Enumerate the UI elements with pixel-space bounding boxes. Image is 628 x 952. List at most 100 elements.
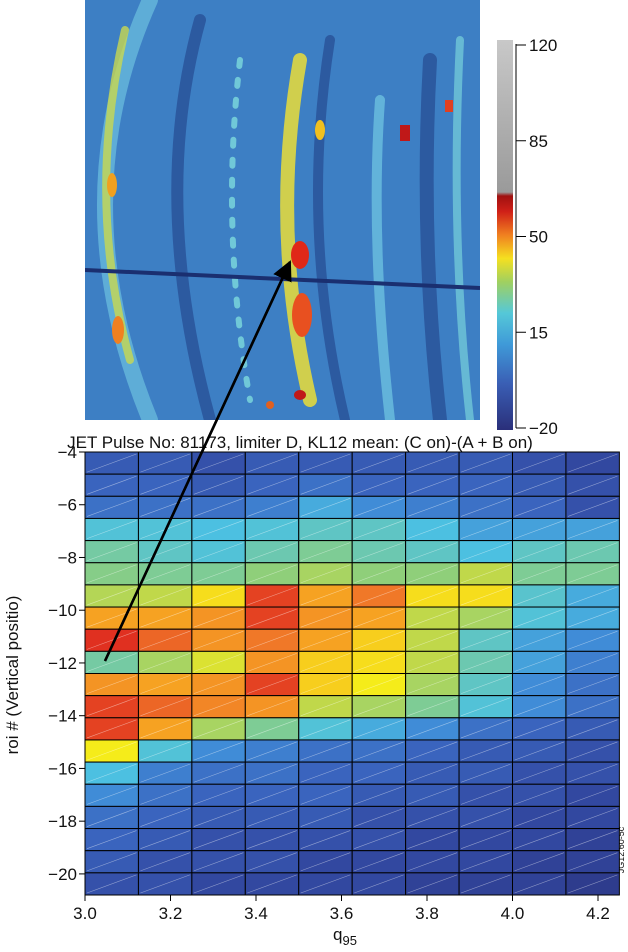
- cell-hatch: [514, 741, 565, 761]
- cell-hatch: [86, 653, 137, 672]
- cell-hatch: [514, 675, 565, 694]
- cell-hatch: [354, 763, 404, 783]
- cell-hatch: [460, 785, 511, 805]
- cell-hatch: [86, 741, 137, 761]
- cell-hatch: [140, 564, 190, 584]
- cell-hatch: [247, 542, 297, 562]
- cell-hatch: [140, 608, 190, 628]
- cell-hatch: [247, 741, 297, 761]
- cell-hatch: [247, 608, 297, 628]
- cell-hatch: [407, 608, 458, 628]
- cell-hatch: [247, 874, 297, 894]
- cell-hatch: [247, 719, 297, 739]
- cell-hatch: [300, 608, 351, 628]
- cell-hatch: [140, 675, 190, 694]
- cell-hatch: [193, 475, 244, 495]
- cell-hatch: [247, 830, 297, 849]
- cell-hatch: [514, 763, 565, 783]
- cell-hatch: [86, 564, 137, 584]
- cell-hatch: [193, 498, 244, 517]
- cell-hatch: [193, 830, 244, 849]
- cell-hatch: [514, 542, 565, 562]
- cell-hatch: [140, 542, 190, 562]
- x-tick-label: 3.6: [330, 904, 354, 923]
- cell-hatch: [140, 697, 190, 717]
- cell-hatch: [567, 475, 618, 495]
- cell-hatch: [514, 719, 565, 739]
- cell-hatch: [354, 741, 404, 761]
- cell-hatch: [300, 542, 351, 562]
- cell-hatch: [300, 498, 351, 517]
- cell-hatch: [514, 808, 565, 827]
- cell-hatch: [247, 675, 297, 694]
- cell-hatch: [140, 719, 190, 739]
- cell-hatch: [354, 475, 404, 495]
- cell-hatch: [247, 852, 297, 872]
- cell-hatch: [86, 542, 137, 562]
- cell-hatch: [514, 608, 565, 628]
- cell-hatch: [247, 763, 297, 783]
- cell-hatch: [407, 852, 458, 872]
- cell-hatch: [300, 564, 351, 584]
- cell-hatch: [300, 697, 351, 717]
- cell-hatch: [86, 830, 137, 849]
- cell-hatch: [460, 453, 511, 473]
- colorbar-tick-label: −20: [529, 419, 558, 438]
- cell-hatch: [193, 542, 244, 562]
- cell-hatch: [86, 874, 137, 894]
- cell-hatch: [567, 808, 618, 827]
- x-tick-label: 4.0: [501, 904, 525, 923]
- cell-hatch: [514, 785, 565, 805]
- cell-hatch: [460, 586, 511, 606]
- cell-hatch: [140, 808, 190, 827]
- cell-hatch: [460, 564, 511, 584]
- cell-hatch: [460, 653, 511, 672]
- cell-hatch: [354, 653, 404, 672]
- colorbar-tick-label: 50: [529, 228, 548, 247]
- cell-hatch: [567, 608, 618, 628]
- cell-hatch: [460, 763, 511, 783]
- cell-hatch: [300, 763, 351, 783]
- cell-hatch: [407, 653, 458, 672]
- cell-hatch: [247, 520, 297, 539]
- cell-hatch: [193, 564, 244, 584]
- cell-hatch: [460, 874, 511, 894]
- cell-hatch: [567, 719, 618, 739]
- cell-hatch: [514, 630, 565, 650]
- cell-hatch: [407, 741, 458, 761]
- cell-hatch: [567, 498, 618, 517]
- cell-hatch: [460, 630, 511, 650]
- cell-hatch: [407, 675, 458, 694]
- cell-hatch: [460, 498, 511, 517]
- cell-hatch: [86, 675, 137, 694]
- cell-hatch: [354, 586, 404, 606]
- cell-hatch: [460, 852, 511, 872]
- cell-hatch: [354, 719, 404, 739]
- camera-image: [85, 0, 480, 420]
- cell-hatch: [300, 852, 351, 872]
- cell-hatch: [354, 453, 404, 473]
- cell-hatch: [86, 475, 137, 495]
- cell-hatch: [300, 830, 351, 849]
- cell-hatch: [247, 697, 297, 717]
- cell-hatch: [300, 520, 351, 539]
- x-axis-label: q95: [333, 925, 357, 948]
- x-tick-label: 4.2: [586, 904, 610, 923]
- cell-hatch: [247, 475, 297, 495]
- cell-hatch: [86, 697, 137, 717]
- y-tick-label: −20: [48, 865, 77, 884]
- cell-hatch: [300, 630, 351, 650]
- cell-hatch: [567, 675, 618, 694]
- cell-hatch: [247, 808, 297, 827]
- cell-hatch: [567, 630, 618, 650]
- cell-hatch: [86, 719, 137, 739]
- cell-hatch: [140, 498, 190, 517]
- cell-hatch: [354, 630, 404, 650]
- cell-hatch: [193, 785, 244, 805]
- cell-hatch: [193, 653, 244, 672]
- cell-hatch: [247, 564, 297, 584]
- cell-hatch: [514, 697, 565, 717]
- cell-hatch: [140, 453, 190, 473]
- cell-hatch: [140, 586, 190, 606]
- cell-hatch: [460, 475, 511, 495]
